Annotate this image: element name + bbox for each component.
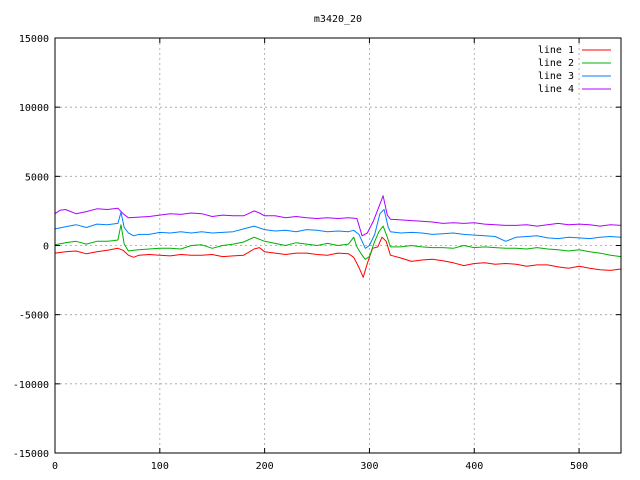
- y-tick-label: -10000: [13, 380, 49, 391]
- x-tick-label: 0: [52, 461, 58, 472]
- series-group: [54, 195, 622, 278]
- legend-label: line 4: [538, 84, 574, 95]
- legend-label: line 1: [538, 45, 574, 56]
- legend-label: line 2: [538, 58, 574, 69]
- x-tick-label: 200: [256, 461, 274, 472]
- legend-label: line 3: [538, 71, 574, 82]
- grid: [55, 38, 621, 453]
- axis-ticks: 0 100 200 300 400 500 -15000 -10000 -5000 0 5000 10…: [13, 34, 621, 472]
- chart-title: m3420_20: [314, 14, 362, 25]
- x-tick-label: 500: [570, 461, 588, 472]
- series-line-2: [54, 224, 622, 260]
- series-line-1: [54, 236, 622, 278]
- y-tick-label: 10000: [19, 103, 49, 114]
- x-tick-label: 400: [465, 461, 483, 472]
- series-line-3: [54, 209, 622, 249]
- y-tick-label: 5000: [25, 172, 49, 183]
- series-line-4: [54, 195, 622, 237]
- y-tick-label: -5000: [19, 311, 49, 322]
- y-tick-label: 0: [43, 242, 49, 253]
- y-tick-label: 15000: [19, 34, 49, 45]
- legend: line 1 line 2 line 3 line 4: [538, 45, 611, 95]
- x-tick-label: 100: [151, 461, 169, 472]
- y-tick-label: -15000: [13, 449, 49, 460]
- x-tick-label: 300: [360, 461, 378, 472]
